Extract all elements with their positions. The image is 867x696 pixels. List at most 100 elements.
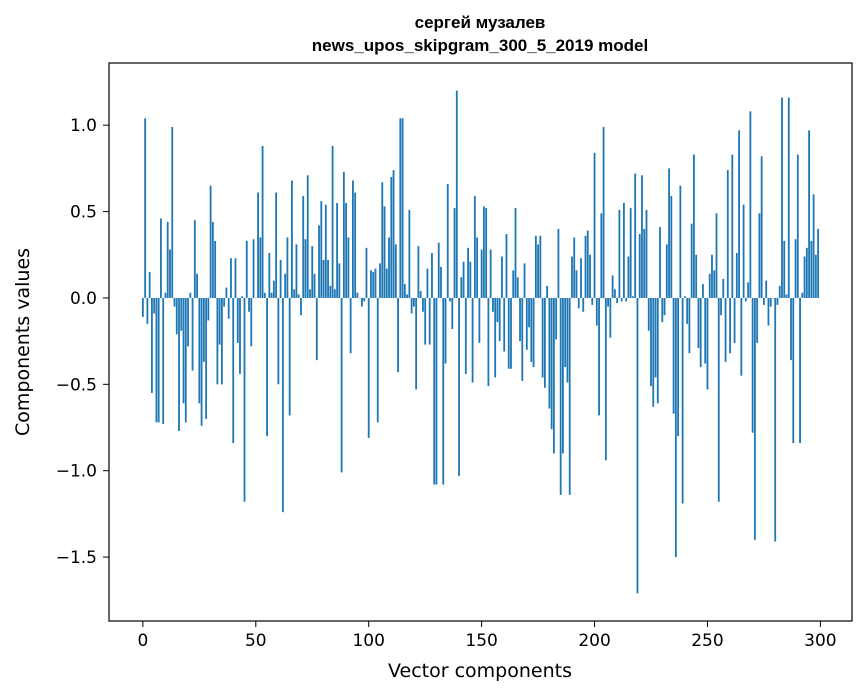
bar-291 <box>799 297 801 444</box>
bar-82 <box>327 259 329 298</box>
bar-137 <box>451 297 454 330</box>
bar-282 <box>778 285 781 298</box>
bar-85 <box>333 289 336 298</box>
bar-65 <box>288 297 291 416</box>
bar-298 <box>814 254 817 298</box>
bar-53 <box>261 145 264 298</box>
bar-106 <box>381 182 384 298</box>
bars-group <box>141 90 820 594</box>
bar-161 <box>505 234 508 298</box>
bar-295 <box>808 130 810 298</box>
bar-250 <box>706 297 709 390</box>
bar-260 <box>729 297 731 354</box>
bar-1 <box>144 118 147 298</box>
bar-102 <box>372 272 375 298</box>
bar-69 <box>297 294 300 298</box>
bar-31 <box>211 221 214 298</box>
bar-240 <box>683 296 686 298</box>
bar-75 <box>311 246 314 298</box>
bar-268 <box>747 282 750 298</box>
bar-236 <box>674 297 677 558</box>
bar-52 <box>259 237 262 298</box>
bar-233 <box>668 168 670 298</box>
bar-140 <box>458 297 460 476</box>
bar-66 <box>291 180 293 298</box>
bar-112 <box>394 244 397 298</box>
bar-78 <box>318 225 320 298</box>
bar-182 <box>552 297 555 454</box>
bar-199 <box>591 297 594 305</box>
bar-229 <box>659 227 661 298</box>
bar-25 <box>198 297 201 404</box>
bar-101 <box>370 270 372 298</box>
bar-72 <box>304 239 307 298</box>
bar-123 <box>419 291 422 298</box>
bar-214 <box>625 297 628 302</box>
bar-159 <box>501 256 503 298</box>
bar-150 <box>480 249 483 298</box>
bar-110 <box>390 177 393 298</box>
bar-13 <box>171 126 174 298</box>
bar-71 <box>302 196 305 298</box>
bar-104 <box>376 297 379 423</box>
bar-262 <box>733 297 736 343</box>
bar-46 <box>245 240 248 298</box>
bar-209 <box>613 289 616 298</box>
bar-70 <box>300 297 302 316</box>
bar-143 <box>464 297 467 374</box>
bar-94 <box>354 192 357 298</box>
bar-162 <box>507 297 510 369</box>
bar-220 <box>638 234 641 298</box>
bar-14 <box>173 297 176 307</box>
bar-178 <box>543 297 546 388</box>
bar-83 <box>329 285 332 298</box>
bar-194 <box>580 258 582 298</box>
bar-55 <box>266 297 268 437</box>
bar-128 <box>431 253 433 298</box>
bar-48 <box>250 297 253 347</box>
x-tick-label: 0 <box>137 631 148 651</box>
bar-230 <box>661 297 664 323</box>
bar-81 <box>324 204 327 298</box>
bar-165 <box>514 208 517 298</box>
bar-5 <box>153 297 156 314</box>
y-tick-label: −1.0 <box>56 462 97 482</box>
bar-224 <box>647 297 650 331</box>
bar-188 <box>566 297 569 383</box>
bar-284 <box>783 240 786 298</box>
x-tick-label: 250 <box>691 631 723 651</box>
bar-187 <box>564 297 567 368</box>
bar-89 <box>342 171 345 298</box>
bar-30 <box>209 185 212 298</box>
bar-167 <box>519 297 521 342</box>
bar-24 <box>196 273 198 298</box>
bar-245 <box>695 254 698 298</box>
bar-80 <box>322 259 325 298</box>
bar-283 <box>781 97 783 298</box>
bar-163 <box>510 297 512 369</box>
bar-186 <box>562 297 564 454</box>
bar-34 <box>218 297 221 345</box>
bar-113 <box>397 297 399 373</box>
bar-206 <box>607 297 609 307</box>
bar-239 <box>681 297 684 504</box>
bar-149 <box>478 297 481 343</box>
bar-288 <box>792 297 795 444</box>
bar-219 <box>636 297 639 594</box>
bar-44 <box>241 296 244 298</box>
bar-276 <box>765 280 768 298</box>
bar-195 <box>582 297 585 312</box>
bar-147 <box>473 196 476 298</box>
bar-118 <box>408 209 411 298</box>
bar-74 <box>309 289 311 298</box>
bar-10 <box>164 292 167 298</box>
bar-183 <box>555 297 558 340</box>
bar-0 <box>141 297 144 317</box>
bar-155 <box>492 297 494 312</box>
bar-152 <box>485 208 488 298</box>
x-axis-ticks: 0 50 100 150 200 250 300 <box>137 621 837 651</box>
bar-103 <box>374 268 377 298</box>
y-tick-label: −0.5 <box>56 375 97 395</box>
bar-271 <box>753 297 756 540</box>
bar-218 <box>634 173 637 298</box>
